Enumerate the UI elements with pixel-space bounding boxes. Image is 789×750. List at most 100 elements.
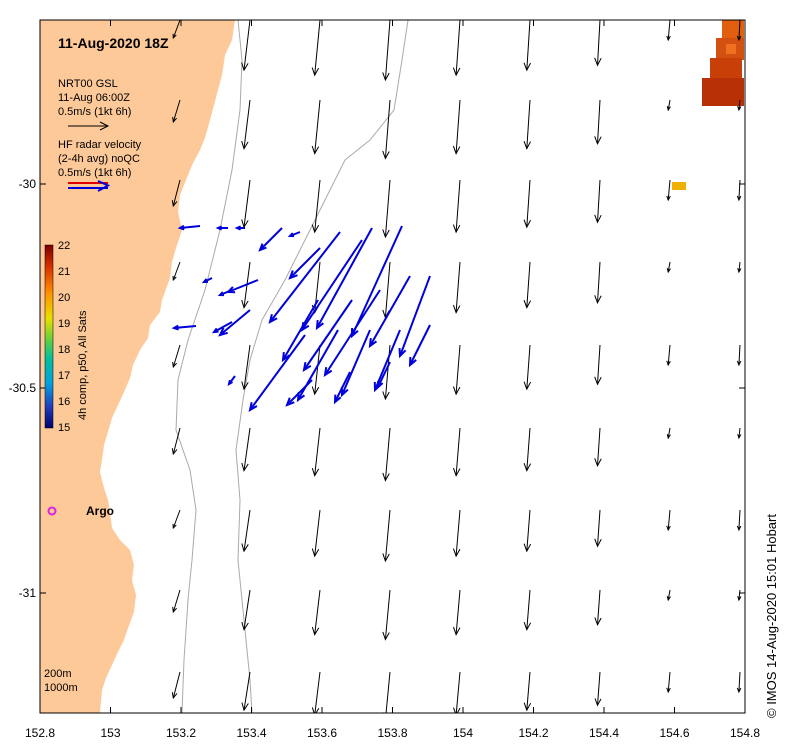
colorbar-label: 4h comp, p50, All Sats [77,310,89,420]
hf-arrow [282,299,319,361]
nrt-arrow-head [172,523,177,530]
hf-arrow [341,329,371,396]
nrt-arrow [455,261,461,313]
hf-arrow [219,309,251,336]
x-tick-label: 154 [453,726,473,740]
nrt-arrow [314,179,321,233]
nrt-arrow [314,589,321,635]
nrt-arrow [243,344,251,390]
hf-arrow [369,275,411,347]
hf-arrow [374,329,401,391]
nrt-arrow [455,20,461,76]
hf-arrow [377,361,391,388]
x-tick-label: 154.2 [518,726,548,740]
nrt-arrow-head [594,214,602,224]
nrt-arrow [738,427,741,439]
nrt-arrow [455,99,461,154]
hf-arrow-head [248,401,258,412]
nrt-arrow [597,179,601,223]
nrt-arrow [455,509,461,557]
hf-arrow-head [398,347,407,359]
colorbar-tick: 16 [58,396,70,408]
nrt-arrow-head [311,548,320,558]
nrt-arrow [597,99,601,144]
nrt-arrow-head [737,434,742,440]
hf-arrow [213,321,233,333]
nrt-arrow-head [453,626,461,636]
nrt-arrow-head [594,57,602,67]
nrt-arrow [314,344,321,395]
nrt-arrow-head [382,229,390,239]
hf-arrow-head [215,225,223,231]
hf-arrow-head [258,243,267,252]
nrt-arrow [172,261,181,281]
nrt-arrow-head [382,631,390,641]
nrt-arrow-head [666,525,671,532]
nrt-arrows [171,20,742,713]
nrt-arrow-head [523,621,532,631]
nrt-arrow [597,589,601,625]
nrt-arrow [384,589,391,640]
nrt-arrow [526,20,531,71]
nrt-arrow [243,20,251,71]
hf-arrow [409,324,431,366]
nrt-arrow-head [241,543,249,553]
x-tick-label: 153 [100,726,120,740]
nrt-arrow-head [241,140,249,150]
nrt-arrow-head [523,141,531,150]
hf-arrow-head [323,366,333,378]
nrt-arrow [667,671,671,693]
nrt-arrow-head [737,596,742,602]
colorbar-tick: 15 [58,422,70,434]
hf-arrow-head [171,324,179,331]
nrt-arrow [384,261,391,318]
nrt-arrow [738,509,741,531]
nrt-arrow-head [241,702,249,712]
nrt-arrow-head [311,707,320,713]
nrt-arrow-head [452,67,461,77]
nrt-arrow [597,427,601,466]
nrt-arrow [526,179,531,228]
colorbar-gradient [44,244,54,429]
nrt-arrow-head [594,136,602,146]
depth-legend-200m: 200m [44,668,72,680]
nrt-arrow-head [736,687,742,694]
hf-arrow-head [177,224,185,231]
hf-arrow [316,227,373,329]
colorbar-tick: 21 [58,266,70,278]
nrt-arrow-head [666,360,671,367]
nrt-arrow [526,99,531,149]
nrt-arrow-head [523,381,532,391]
nrt-arrow [526,589,531,630]
nrt-arrow-head [523,219,531,229]
nrt-arrow [526,344,531,390]
x-tick-label: 152.8 [25,726,55,740]
nrt-arrow [243,671,251,711]
hf-arrow-head [302,361,312,373]
hf-scale-arrowhead [97,180,111,192]
y-axis: -30 -30.5 -31 [9,177,745,600]
hf-radar-arrows [171,224,431,412]
hf-arrow [289,247,321,279]
nrt-arrow-head [736,195,742,202]
hf-arrow [179,225,201,229]
nrt-legend-line: 11-Aug 06:00Z [58,92,130,104]
nrt-arrow [172,589,181,613]
nrt-arrow [455,179,461,233]
nrt-arrow-head [453,707,461,713]
nrt-arrow-head [523,62,531,72]
nrt-arrow [243,427,251,471]
x-axis: 152.8 153 153.2 153.4 153.6 153.8 154 154.2 154.… [25,20,760,740]
nrt-arrow [172,509,181,529]
nrt-arrow [314,427,321,476]
hf-arrow [259,227,283,251]
nrt-arrow-head [666,35,671,42]
coastline-land [40,20,235,713]
nrt-arrow [667,20,671,41]
x-tick-label: 153.6 [307,726,337,740]
nrt-arrow [597,671,601,706]
nrt-arrow-head [311,224,320,234]
hf-arrow [351,225,403,337]
hf-arrow [286,379,313,406]
hf-arrow-head [281,351,291,363]
